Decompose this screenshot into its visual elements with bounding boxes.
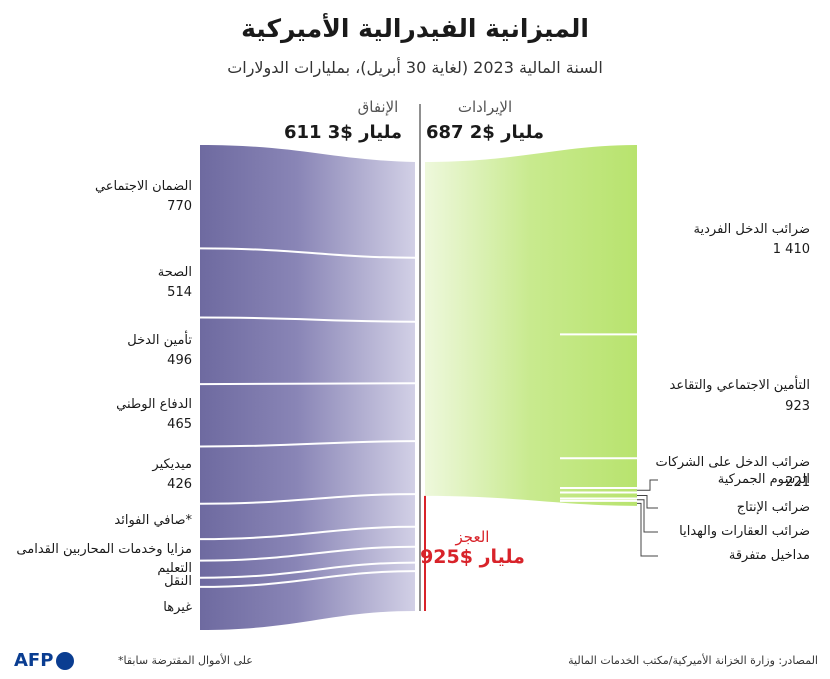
spending-separator (199, 382, 416, 386)
revenue-label: الإيرادات (457, 98, 513, 116)
spending-separator (199, 316, 416, 323)
revenue-category-name: مداخيل متفرقة (728, 548, 810, 563)
revenue-connector (637, 499, 658, 533)
spending-category-value: 426 (167, 477, 192, 493)
spending-label-6: مزايا وخدمات المحاربين القدامى (16, 540, 192, 560)
revenue-category-value: 923 (785, 398, 810, 414)
spending-label-1: الصحة 514 (158, 263, 192, 303)
revenue-total: 687 2$ مليار (425, 122, 545, 143)
spending-separator (199, 545, 416, 562)
spending-category-name: ميديكير (152, 457, 192, 473)
revenue-category-name: ضرائب العقارات والهدايا (679, 524, 810, 539)
deficit-value: 925$ مليار (420, 546, 525, 568)
chart-title: الميزانية الفيدرالية الأميركية (241, 14, 589, 43)
revenue-label-6: مداخيل متفرقة (729, 546, 810, 566)
revenue-category-name: التأمين الاجتماعي والتقاعد (669, 378, 810, 394)
revenue-label-1: التأمين الاجتماعي والتقاعد 923 (670, 376, 810, 416)
spending-category-name: التعليم (157, 561, 192, 577)
spending-category-name: تأمين الدخل (127, 332, 192, 348)
deficit-annotation: العجز 925$ مليار (420, 528, 525, 568)
spending-label-9: غيرها (163, 598, 192, 618)
revenue-category-name: ضرائب الدخل على الشركات (655, 455, 810, 471)
spending-label-2: تأمين الدخل 496 (127, 331, 192, 371)
spending-category-value: 770 (167, 198, 192, 214)
revenue-connector (637, 502, 658, 557)
spending-separator (199, 525, 416, 541)
revenue-label-5: ضرائب العقارات والهدايا (679, 522, 810, 542)
spending-category-name: النقل (164, 574, 192, 590)
spending-category-name: الضمان الاجتماعي (94, 178, 192, 194)
spending-category-name: صافي الفوائد* (114, 513, 192, 529)
spending-category-name: غيرها (163, 600, 192, 616)
spending-separator (199, 493, 416, 505)
revenue-label-3: الرسوم الجمركية (718, 470, 810, 490)
footnote: *على الأموال المقترضة سابقا (118, 654, 253, 667)
spending-label-4: ميديكير 426 (152, 455, 192, 495)
revenue-category-name: الرسوم الجمركية (717, 472, 810, 487)
spending-total: 611 3$ مليار (283, 122, 403, 143)
spending-category-name: مزايا وخدمات المحاربين القدامى (16, 541, 192, 557)
spending-category-value: 496 (167, 352, 192, 368)
afp-logo-dot (56, 651, 75, 670)
revenue-category-name: ضرائب الدخل الفردية (693, 221, 810, 237)
afp-logo: AFP (14, 650, 75, 671)
source-note: المصادر: وزارة الخزانة الأميركية/مكتب ال… (568, 654, 818, 667)
spending-category-value: 465 (167, 417, 192, 433)
revenue-label-4: ضرائب الإنتاج (737, 498, 810, 518)
revenue-category-value: 1 410 (772, 241, 810, 257)
spending-label-0: الضمان الاجتماعي 770 (95, 177, 192, 217)
revenue-label-2: ضرائب الدخل على الشركات 221 (655, 453, 810, 493)
deficit-label: العجز (455, 528, 490, 546)
spending-label: الإنفاق (357, 98, 399, 116)
spending-separator (199, 440, 416, 448)
spending-label-8: النقل (164, 572, 192, 592)
spending-label-3: الدفاع الوطني 465 (116, 395, 192, 435)
revenue-category-value: 221 (785, 475, 810, 491)
revenue-band (425, 145, 637, 506)
revenue-connector (637, 495, 658, 509)
chart-subtitle: السنة المالية 2023 (لغاية 30 أبريل)، بمل… (227, 58, 603, 77)
spending-label-5: صافي الفوائد* (114, 511, 192, 531)
spending-separator (199, 570, 416, 588)
spending-category-name: الدفاع الوطني (116, 397, 192, 413)
spending-band (200, 145, 415, 630)
spending-category-name: الصحة (157, 264, 192, 280)
revenue-label-0: ضرائب الدخل الفردية 1 410 (694, 220, 810, 260)
spending-separator (199, 561, 416, 579)
revenue-category-name: ضرائب الإنتاج (736, 500, 810, 515)
revenue-connector (637, 479, 658, 491)
spending-category-value: 514 (167, 285, 192, 301)
spending-separator (199, 247, 416, 259)
spending-label-7: التعليم (157, 559, 192, 579)
afp-logo-text: AFP (14, 650, 54, 671)
